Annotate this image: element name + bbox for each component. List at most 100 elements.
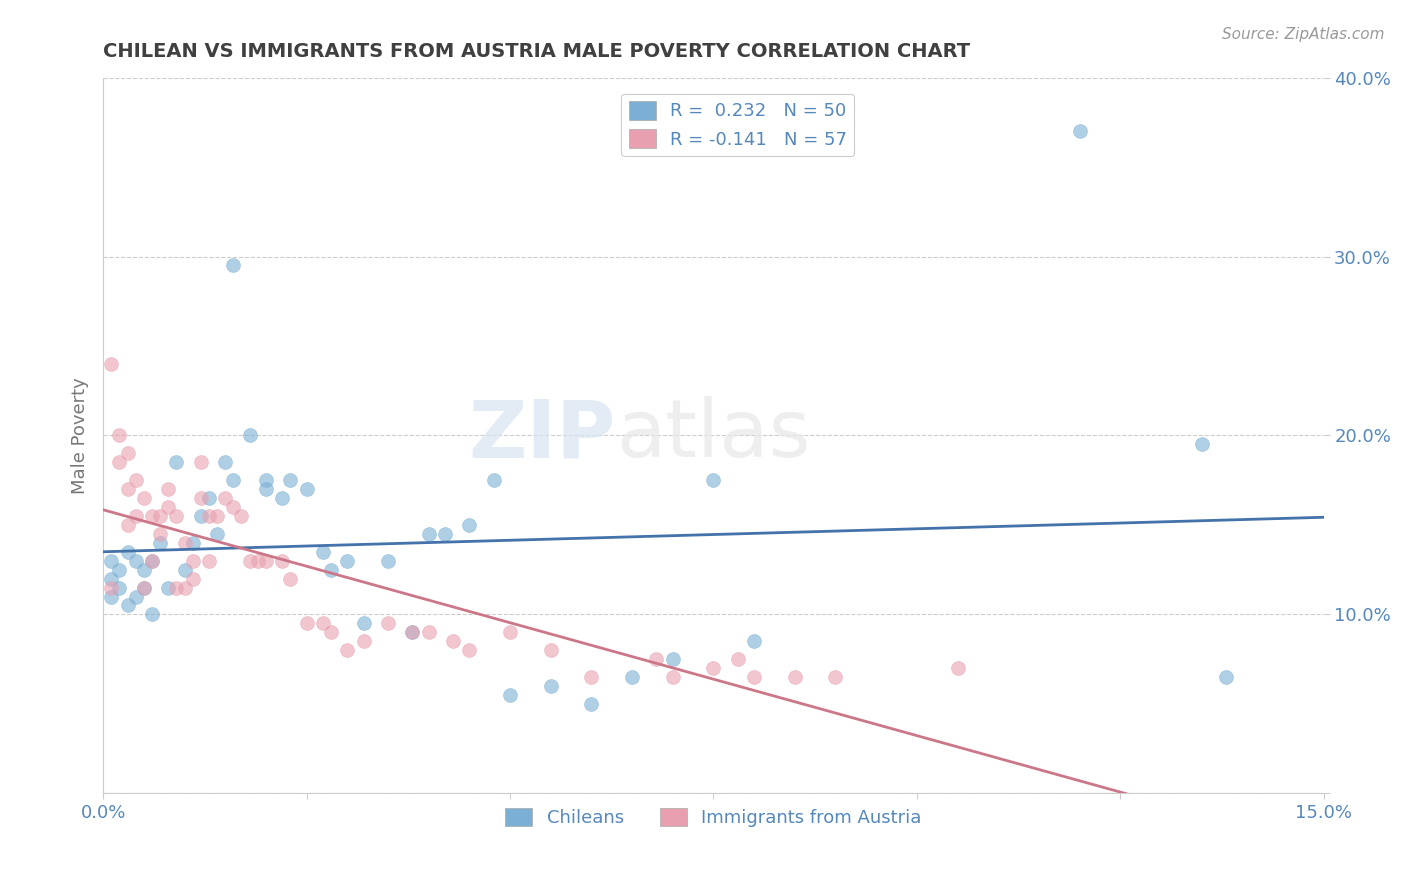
Point xyxy=(418,625,440,640)
Point xyxy=(540,679,562,693)
Point xyxy=(205,527,228,541)
Point xyxy=(319,625,342,640)
Point xyxy=(441,634,464,648)
Point xyxy=(108,455,131,469)
Point xyxy=(312,545,335,559)
Point xyxy=(377,554,399,568)
Point xyxy=(254,554,277,568)
Point xyxy=(278,473,301,487)
Point xyxy=(271,554,294,568)
Point xyxy=(278,572,301,586)
Point xyxy=(401,625,423,640)
Point xyxy=(157,581,180,595)
Point xyxy=(239,554,262,568)
Point xyxy=(100,554,122,568)
Point xyxy=(661,670,683,684)
Point xyxy=(190,455,212,469)
Point xyxy=(181,536,204,550)
Point xyxy=(132,581,155,595)
Point xyxy=(353,634,375,648)
Point xyxy=(124,508,146,523)
Point xyxy=(149,536,172,550)
Point xyxy=(418,527,440,541)
Point xyxy=(100,581,122,595)
Point xyxy=(1191,437,1213,451)
Point xyxy=(117,599,139,613)
Point xyxy=(499,688,522,702)
Y-axis label: Male Poverty: Male Poverty xyxy=(72,377,89,494)
Point xyxy=(173,581,195,595)
Point xyxy=(336,554,359,568)
Point xyxy=(108,581,131,595)
Point xyxy=(702,661,724,675)
Point xyxy=(661,652,683,666)
Point xyxy=(295,482,318,496)
Point xyxy=(149,527,172,541)
Point xyxy=(132,491,155,505)
Point xyxy=(100,572,122,586)
Point xyxy=(149,508,172,523)
Point xyxy=(205,508,228,523)
Point xyxy=(458,643,481,657)
Point xyxy=(295,616,318,631)
Point xyxy=(157,500,180,514)
Point xyxy=(239,428,262,442)
Point xyxy=(124,590,146,604)
Point xyxy=(783,670,806,684)
Point xyxy=(124,473,146,487)
Point xyxy=(401,625,423,640)
Point xyxy=(222,473,245,487)
Text: Source: ZipAtlas.com: Source: ZipAtlas.com xyxy=(1222,27,1385,42)
Point xyxy=(117,517,139,532)
Point xyxy=(117,545,139,559)
Point xyxy=(198,491,221,505)
Point xyxy=(165,508,187,523)
Point xyxy=(377,616,399,631)
Point xyxy=(353,616,375,631)
Point xyxy=(246,554,269,568)
Text: atlas: atlas xyxy=(616,396,810,475)
Point xyxy=(946,661,969,675)
Point xyxy=(190,491,212,505)
Point xyxy=(1069,124,1091,138)
Point xyxy=(173,536,195,550)
Legend: Chileans, Immigrants from Austria: Chileans, Immigrants from Austria xyxy=(498,801,929,834)
Point xyxy=(214,455,236,469)
Point xyxy=(173,563,195,577)
Point xyxy=(108,428,131,442)
Point xyxy=(108,563,131,577)
Point xyxy=(254,482,277,496)
Point xyxy=(621,670,644,684)
Point xyxy=(254,473,277,487)
Point xyxy=(141,607,163,622)
Point xyxy=(132,563,155,577)
Point xyxy=(117,482,139,496)
Point xyxy=(190,508,212,523)
Point xyxy=(540,643,562,657)
Point xyxy=(214,491,236,505)
Point xyxy=(433,527,456,541)
Point xyxy=(222,259,245,273)
Point xyxy=(198,554,221,568)
Point xyxy=(181,572,204,586)
Point xyxy=(319,563,342,577)
Text: CHILEAN VS IMMIGRANTS FROM AUSTRIA MALE POVERTY CORRELATION CHART: CHILEAN VS IMMIGRANTS FROM AUSTRIA MALE … xyxy=(103,42,970,61)
Point xyxy=(581,670,603,684)
Point xyxy=(727,652,749,666)
Text: ZIP: ZIP xyxy=(468,396,616,475)
Point xyxy=(645,652,668,666)
Point xyxy=(458,517,481,532)
Point xyxy=(231,508,253,523)
Point xyxy=(100,590,122,604)
Point xyxy=(702,473,724,487)
Point xyxy=(100,357,122,371)
Point xyxy=(482,473,505,487)
Point xyxy=(824,670,846,684)
Point xyxy=(336,643,359,657)
Point xyxy=(165,581,187,595)
Point xyxy=(157,482,180,496)
Point xyxy=(222,500,245,514)
Point xyxy=(581,697,603,711)
Point xyxy=(742,670,765,684)
Point xyxy=(141,554,163,568)
